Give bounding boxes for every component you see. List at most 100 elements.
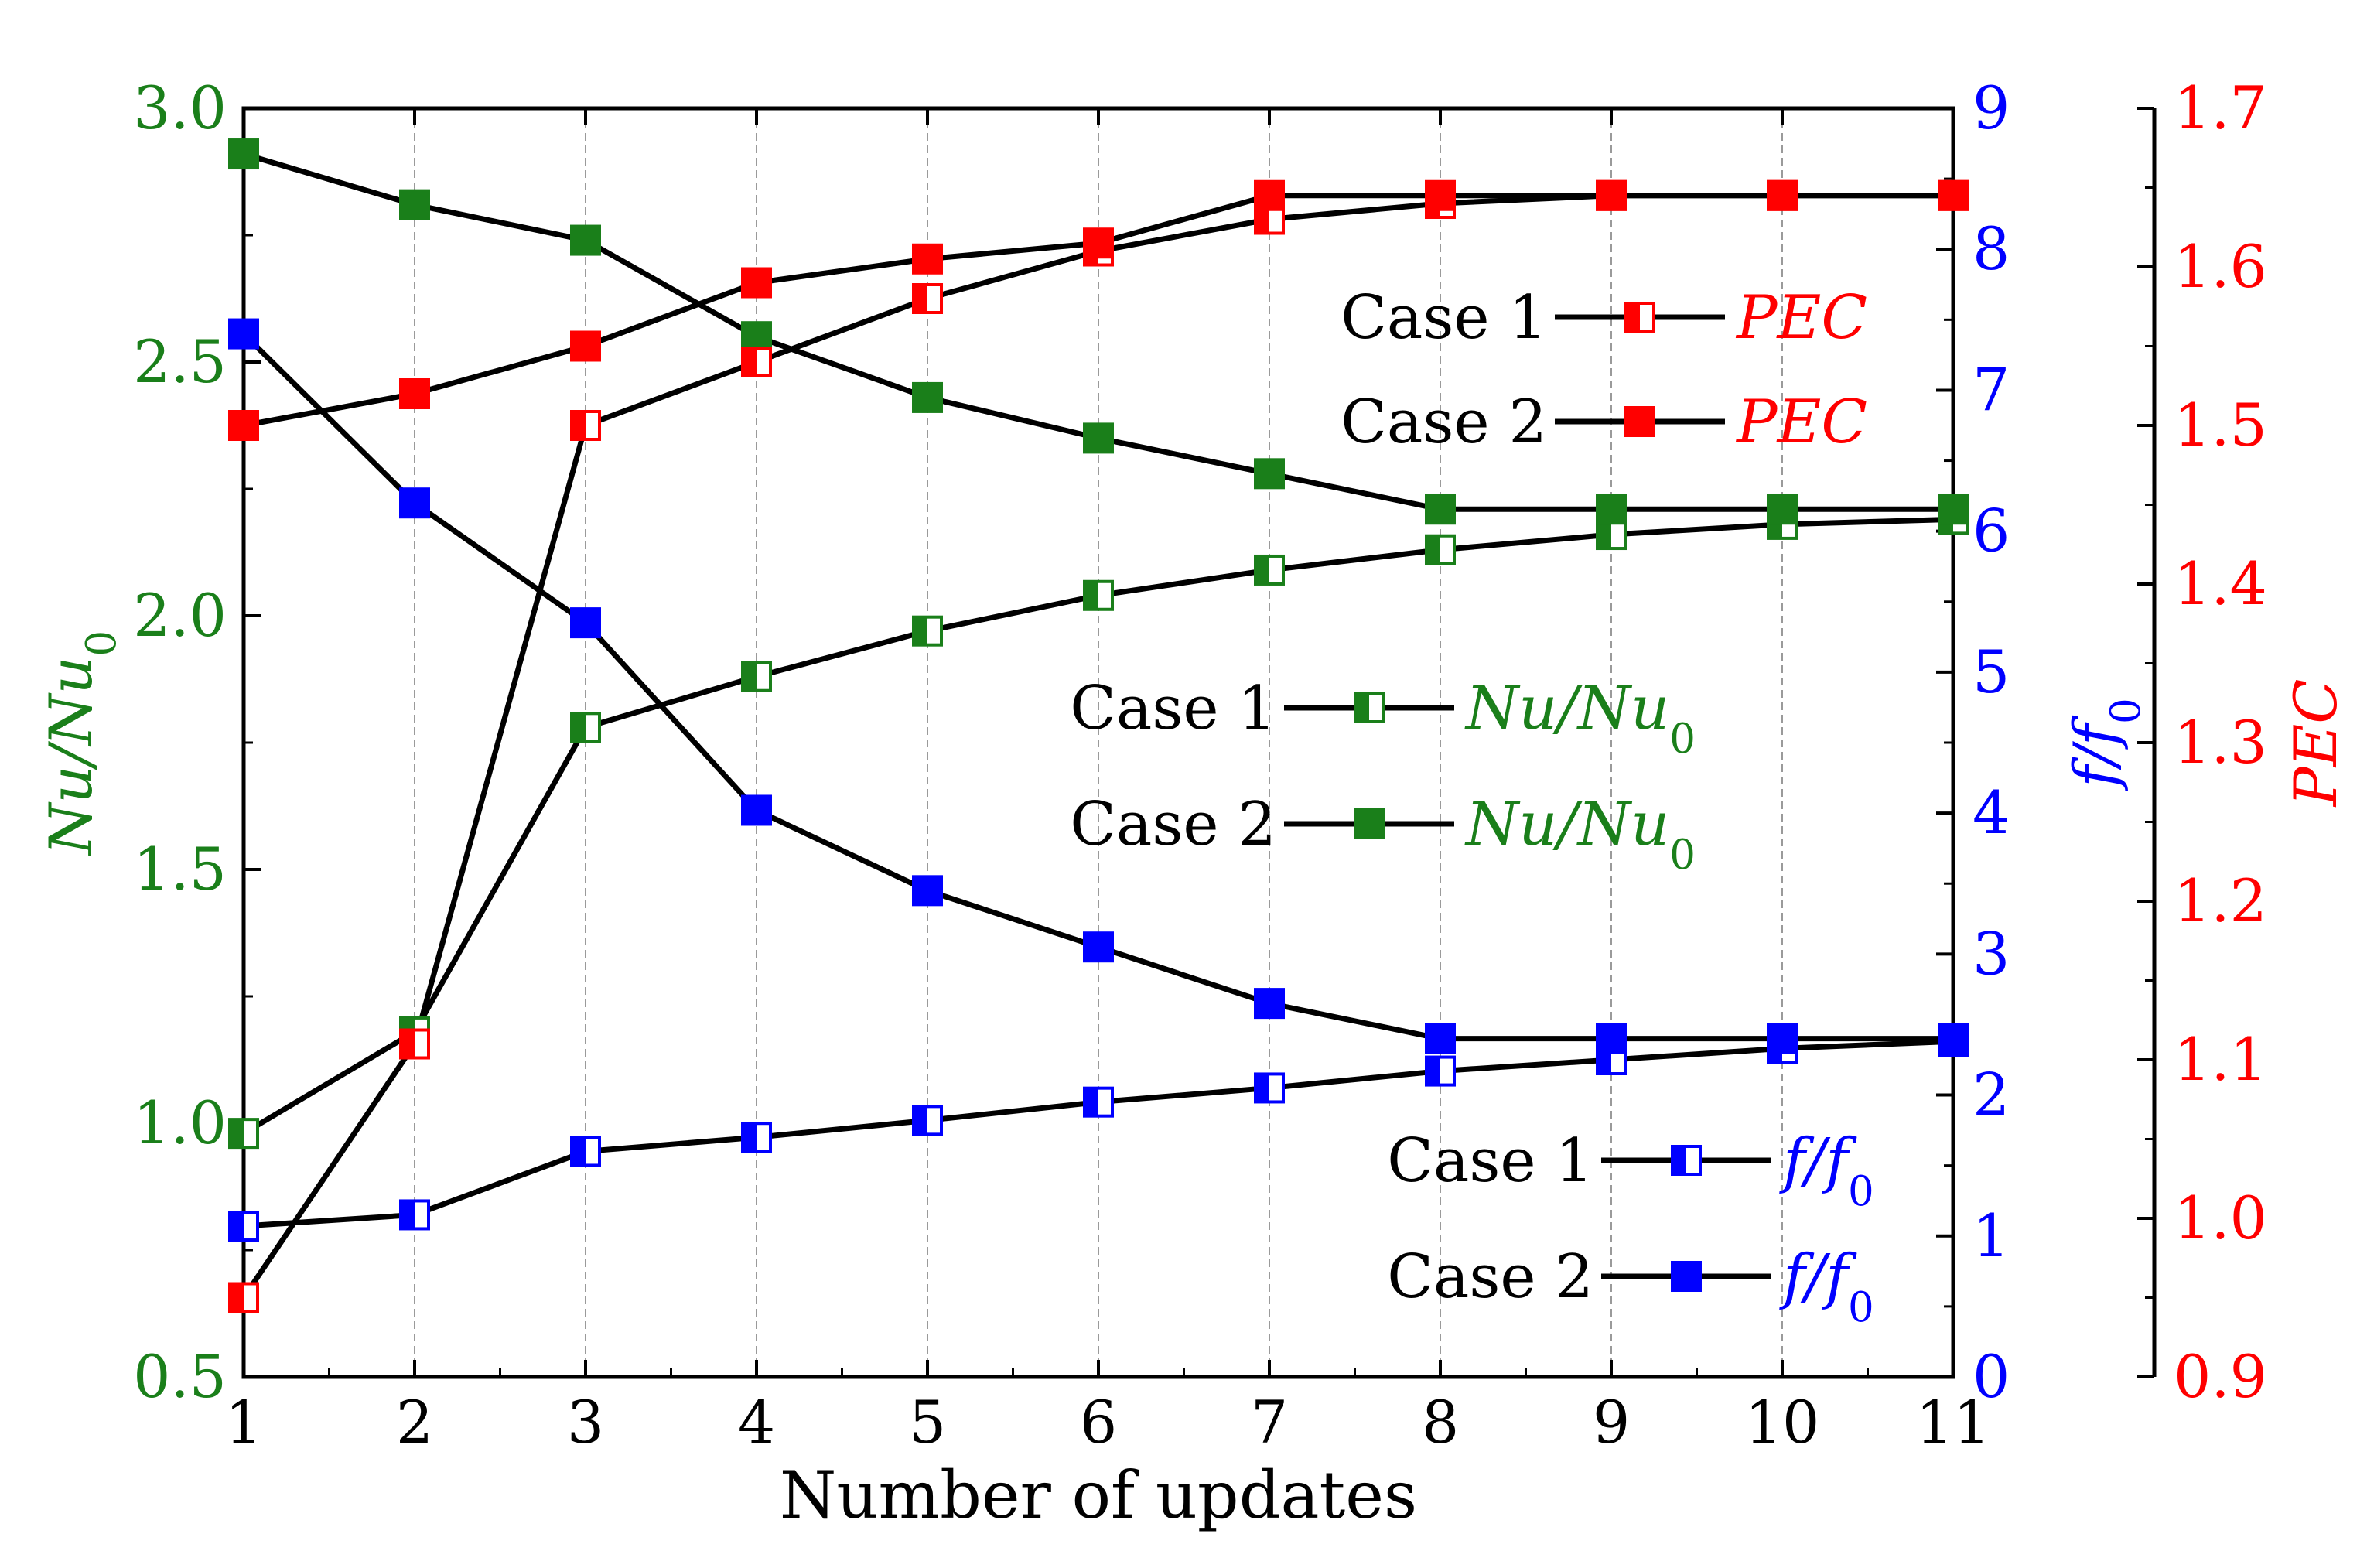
- legend-series-label: f/f0: [1779, 1126, 1874, 1215]
- series-3-point: [570, 607, 601, 639]
- f-axis-title: f/f0: [2061, 698, 2150, 791]
- f-tick-label: 9: [1972, 73, 2010, 142]
- nu-tick-label: 2.5: [133, 327, 227, 396]
- legend-case-label: Case 1: [1341, 283, 1547, 353]
- series-1-point: [1938, 494, 1969, 525]
- series-0-point: [228, 1118, 259, 1150]
- series-3-point: [1254, 988, 1285, 1020]
- legend-case-label: Case 1: [1070, 674, 1276, 743]
- pec-tick-label: 1.5: [2174, 391, 2267, 459]
- f-tick-label: 1: [1972, 1201, 2010, 1270]
- f-tick-label: 8: [1972, 214, 2010, 283]
- f-tick-label: 6: [1972, 497, 2010, 565]
- series-1-point: [1254, 458, 1285, 490]
- series-5-point: [1596, 179, 1627, 211]
- series-1-point: [1767, 494, 1798, 525]
- series-5-point: [1938, 179, 1969, 211]
- series-5-point: [741, 267, 772, 299]
- x-tick-label: 8: [1422, 1388, 1459, 1457]
- legend-series-label: f/f0: [1779, 1242, 1874, 1331]
- series-0-point: [912, 615, 943, 647]
- series-5-point: [399, 378, 430, 409]
- series-2-point: [912, 1105, 943, 1136]
- series-1-point: [1596, 494, 1627, 525]
- series-2-point: [228, 1211, 259, 1242]
- f-tick-label: 4: [1972, 778, 2010, 847]
- series-1-point: [570, 224, 601, 256]
- legend-series-label: PEC: [1735, 388, 1867, 457]
- f-tick-label: 2: [1972, 1061, 2010, 1129]
- series-1-point: [1425, 494, 1456, 525]
- f-tick-label: 3: [1972, 919, 2010, 988]
- series-3-point: [1083, 931, 1114, 963]
- series-5-point: [912, 243, 943, 275]
- series-2-point: [1425, 1055, 1456, 1087]
- nu-axis-title: Nu/Nu0: [36, 630, 125, 856]
- series-0-point: [1083, 579, 1114, 611]
- nu-tick-label: 3.0: [133, 73, 227, 142]
- series-4-point: [741, 347, 772, 377]
- x-tick-label: 2: [396, 1388, 433, 1457]
- legend-marker: [1354, 692, 1385, 723]
- pec-tick-label: 1.1: [2174, 1025, 2267, 1094]
- series-5-point: [1767, 179, 1798, 211]
- legend-case-label: Case 2: [1341, 388, 1547, 457]
- series-2-point: [1083, 1086, 1114, 1118]
- series-5-point: [570, 330, 601, 362]
- series-1-point: [399, 189, 430, 220]
- nu-tick-label: 1.5: [133, 835, 227, 904]
- pec-tick-label: 1.0: [2174, 1184, 2267, 1252]
- series-4-point: [228, 1282, 259, 1313]
- series-5-point: [1254, 179, 1285, 211]
- x-tick-label: 3: [567, 1388, 604, 1457]
- nu-tick-label: 0.5: [133, 1342, 227, 1411]
- series-3-point: [1767, 1023, 1798, 1054]
- legend-case-label: Case 2: [1387, 1242, 1593, 1312]
- legend-marker: [1624, 406, 1655, 437]
- series-5-point: [1083, 227, 1114, 259]
- x-tick-label: 7: [1251, 1388, 1288, 1457]
- series-0-point: [1254, 554, 1285, 586]
- nu-tick-label: 1.0: [133, 1088, 227, 1157]
- series-1-point: [228, 138, 259, 170]
- legend-series-label: PEC: [1735, 283, 1867, 353]
- pec-tick-label: 0.9: [2174, 1342, 2267, 1411]
- nu-tick-label: 2.0: [133, 581, 227, 650]
- x-tick-label: 6: [1080, 1388, 1117, 1457]
- series-3-point: [912, 875, 943, 907]
- series-4-point: [399, 1028, 430, 1060]
- legend-series-label: Nu/Nu0: [1464, 674, 1696, 763]
- x-axis-title: Number of updates: [780, 1457, 1417, 1533]
- legend-case-label: Case 2: [1070, 790, 1276, 859]
- series-3-point: [1596, 1023, 1627, 1054]
- series-0-point: [741, 661, 772, 692]
- series-2-point: [1254, 1072, 1285, 1104]
- legend-marker: [1624, 302, 1655, 333]
- series-5-point: [1425, 179, 1456, 211]
- x-tick-label: 1: [225, 1388, 262, 1457]
- pec-tick-label: 1.2: [2174, 866, 2267, 935]
- x-tick-label: 10: [1745, 1388, 1820, 1457]
- f-tick-label: 5: [1972, 637, 2010, 706]
- pec-tick-label: 1.7: [2174, 73, 2267, 142]
- legend-case-label: Case 1: [1387, 1126, 1593, 1196]
- series-3-point: [399, 487, 430, 519]
- x-tick-label: 4: [738, 1388, 775, 1457]
- series-5-point: [228, 410, 259, 441]
- legend-marker: [1671, 1261, 1702, 1292]
- series-3-point: [1425, 1023, 1456, 1054]
- f-tick-label: 7: [1972, 355, 2010, 424]
- pec-tick-label: 1.3: [2174, 708, 2267, 777]
- series-2-point: [570, 1136, 601, 1167]
- x-tick-label: 9: [1593, 1388, 1630, 1457]
- x-tick-label: 11: [1916, 1388, 1991, 1457]
- series-0-point: [1596, 519, 1627, 551]
- series-0-point: [1425, 534, 1456, 565]
- series-3-point: [741, 794, 772, 826]
- series-0-point: [570, 712, 601, 743]
- series-1-point: [1083, 422, 1114, 454]
- series-2-point: [741, 1122, 772, 1153]
- legend-series-label: Nu/Nu0: [1464, 790, 1696, 879]
- f-tick-label: 0: [1972, 1342, 2010, 1411]
